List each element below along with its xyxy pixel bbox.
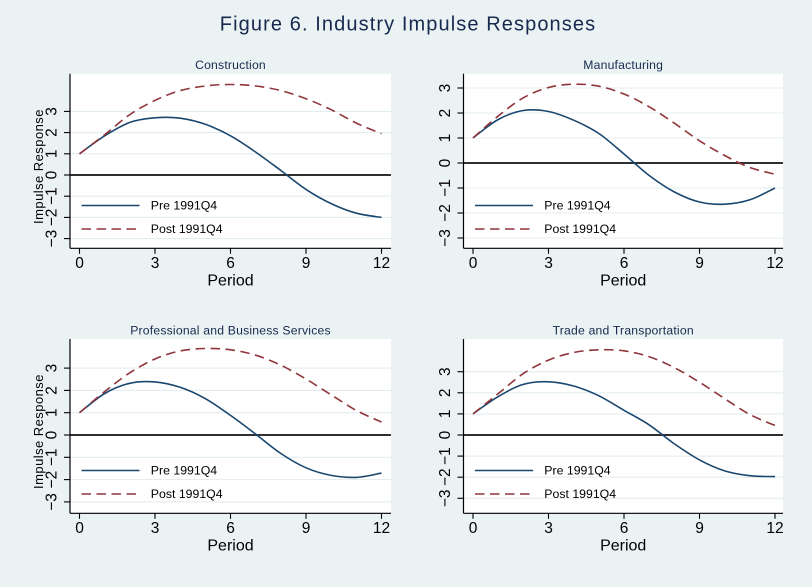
svg-text:12: 12 [766, 520, 783, 537]
svg-text:3: 3 [44, 364, 61, 373]
svg-text:12: 12 [373, 255, 390, 272]
svg-text:−2: −2 [437, 204, 454, 222]
svg-text:6: 6 [226, 520, 235, 537]
svg-text:Pre 1991Q4: Pre 1991Q4 [151, 464, 217, 478]
svg-text:−2: −2 [44, 209, 61, 227]
svg-text:0: 0 [44, 430, 61, 439]
svg-text:Period: Period [207, 273, 253, 290]
svg-text:3: 3 [151, 520, 160, 537]
svg-text:−1: −1 [44, 448, 61, 466]
svg-text:−3: −3 [44, 230, 61, 248]
svg-text:3: 3 [151, 255, 160, 272]
svg-text:−2: −2 [44, 471, 61, 489]
svg-text:Period: Period [207, 538, 253, 555]
svg-text:Post 1991Q4: Post 1991Q4 [544, 222, 616, 236]
svg-text:1: 1 [437, 134, 454, 143]
svg-text:Impulse Response: Impulse Response [31, 374, 46, 489]
svg-text:0: 0 [44, 170, 61, 179]
svg-text:0: 0 [437, 430, 454, 439]
svg-text:6: 6 [620, 255, 629, 272]
svg-text:Pre 1991Q4: Pre 1991Q4 [151, 199, 217, 213]
svg-text:9: 9 [695, 255, 704, 272]
svg-text:1: 1 [44, 149, 61, 158]
svg-text:6: 6 [620, 520, 629, 537]
svg-text:2: 2 [44, 386, 61, 395]
svg-text:0: 0 [469, 520, 478, 537]
svg-text:1: 1 [437, 410, 454, 419]
svg-text:−2: −2 [437, 468, 454, 486]
svg-text:1: 1 [44, 408, 61, 417]
svg-text:0: 0 [75, 255, 84, 272]
svg-text:2: 2 [437, 109, 454, 118]
svg-text:Post 1991Q4: Post 1991Q4 [151, 222, 223, 236]
svg-text:Manufacturing: Manufacturing [583, 58, 663, 72]
svg-text:Trade and Transportation: Trade and Transportation [553, 323, 694, 337]
svg-text:3: 3 [544, 520, 553, 537]
svg-text:Construction: Construction [195, 58, 266, 72]
svg-text:Pre 1991Q4: Pre 1991Q4 [544, 199, 610, 213]
svg-text:Post 1991Q4: Post 1991Q4 [544, 487, 616, 501]
svg-text:−1: −1 [437, 179, 454, 197]
svg-text:0: 0 [75, 520, 84, 537]
svg-text:12: 12 [766, 255, 783, 272]
svg-text:0: 0 [469, 255, 478, 272]
svg-text:−1: −1 [44, 187, 61, 205]
svg-text:2: 2 [437, 388, 454, 397]
svg-text:3: 3 [544, 255, 553, 272]
svg-text:9: 9 [302, 255, 311, 272]
svg-text:Pre 1991Q4: Pre 1991Q4 [544, 464, 610, 478]
svg-text:−1: −1 [437, 447, 454, 465]
svg-text:3: 3 [437, 367, 454, 376]
svg-text:−3: −3 [44, 493, 61, 511]
svg-text:2: 2 [44, 128, 61, 137]
svg-text:9: 9 [302, 520, 311, 537]
svg-text:0: 0 [437, 158, 454, 167]
svg-text:Figure 6. Industry Impulse Res: Figure 6. Industry Impulse Responses [220, 14, 596, 36]
svg-text:−3: −3 [437, 229, 454, 247]
svg-text:6: 6 [226, 255, 235, 272]
svg-text:3: 3 [44, 107, 61, 116]
svg-text:Period: Period [600, 538, 646, 555]
svg-text:Impulse Response: Impulse Response [31, 109, 46, 224]
svg-text:−3: −3 [437, 489, 454, 507]
svg-text:3: 3 [437, 84, 454, 93]
svg-text:Period: Period [600, 273, 646, 290]
svg-text:9: 9 [695, 520, 704, 537]
svg-text:Post 1991Q4: Post 1991Q4 [151, 487, 223, 501]
svg-text:Professional and Business Serv: Professional and Business Services [130, 323, 331, 337]
svg-text:12: 12 [373, 520, 390, 537]
